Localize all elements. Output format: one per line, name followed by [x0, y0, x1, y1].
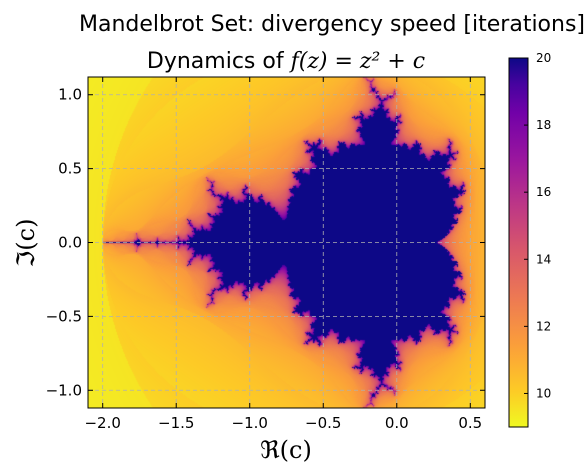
x-tick-label: −0.5: [305, 414, 341, 432]
grid-lines: [88, 77, 485, 408]
y-tick-label: 0.5: [58, 160, 82, 178]
y-tick-label: 1.0: [58, 86, 82, 104]
y-axis-ticks: −1.0 −0.5 0.0 0.5 1.0: [46, 86, 485, 399]
x-tick-label: −1.0: [232, 414, 268, 432]
x-axis-label: ℜ(c): [260, 436, 312, 464]
y-tick-label: −0.5: [46, 307, 82, 325]
colorbar-tick-label: 20: [536, 51, 551, 65]
chart-subtitle: Dynamics of f(z) = z² + c: [147, 49, 425, 74]
plot-area: [88, 77, 485, 408]
y-tick-label: −1.0: [46, 381, 82, 399]
colorbar-tick-label: 10: [536, 386, 551, 400]
y-axis-label: ℑ(c): [12, 219, 40, 268]
colorbar-tick-label: 18: [536, 118, 551, 132]
y-tick-label: 0.0: [58, 234, 82, 252]
colorbar-tick-label: 14: [536, 252, 551, 266]
subtitle-prefix: Dynamics of: [147, 49, 291, 74]
x-tick-label: −1.5: [158, 414, 194, 432]
x-tick-label: −2.0: [84, 414, 120, 432]
x-tick-label: 0.5: [458, 414, 482, 432]
colorbar-tick-label: 16: [536, 185, 551, 199]
x-axis-ticks: −2.0 −1.5 −1.0 −0.5 0.0 0.5: [84, 77, 482, 432]
colorbar-ticks: 10 12 14 16 18 20: [524, 51, 551, 400]
chart-title: Mandelbrot Set: divergency speed [iterat…: [79, 12, 584, 37]
x-tick-label: 0.0: [385, 414, 409, 432]
colorbar-tick-label: 12: [536, 319, 551, 333]
subtitle-formula: f(z) = z² + c: [289, 49, 425, 74]
colorbar: [508, 57, 529, 428]
